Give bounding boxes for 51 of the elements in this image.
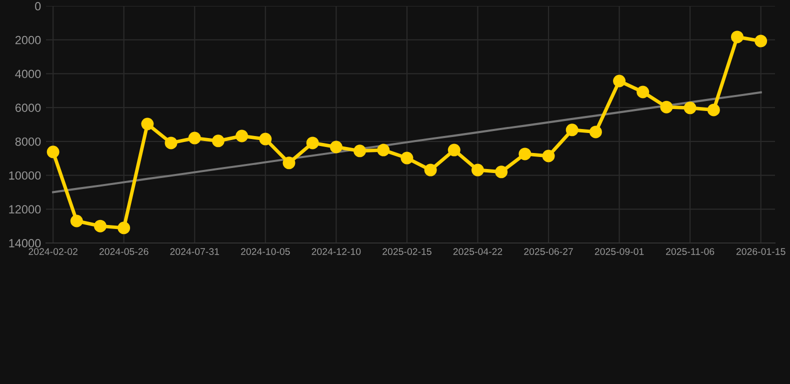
point xyxy=(684,102,696,114)
point xyxy=(236,130,248,142)
point xyxy=(542,150,555,162)
point xyxy=(188,132,201,144)
x-tick-label: 2024-05-26 xyxy=(99,248,148,255)
point xyxy=(707,104,720,116)
y-tick-label: 2000 xyxy=(15,36,41,44)
point xyxy=(589,126,602,138)
x-tick-label: 2025-11-06 xyxy=(666,248,714,255)
point xyxy=(566,124,578,136)
x-tick-label: 2024-07-31 xyxy=(170,248,220,255)
point xyxy=(424,164,437,176)
point xyxy=(141,118,154,130)
point xyxy=(731,30,744,44)
line-series xyxy=(52,91,762,194)
point xyxy=(212,134,224,148)
x-tick-label: 2024-12-10 xyxy=(312,248,361,255)
point xyxy=(46,146,60,158)
point xyxy=(164,136,178,150)
point xyxy=(400,152,414,164)
y-tick-label: 0 xyxy=(35,2,41,10)
x-tick-label: 2025-06-27 xyxy=(524,248,573,255)
y-tick-label: 14000 xyxy=(9,239,41,248)
point xyxy=(70,214,83,228)
point xyxy=(518,148,532,160)
point xyxy=(118,222,130,234)
point xyxy=(471,164,484,176)
point xyxy=(306,136,319,150)
x-tick-label: 2025-09-01 xyxy=(594,248,644,255)
x-tick-label: 2024-10-05 xyxy=(241,248,290,255)
y-tick-label: 10000 xyxy=(9,171,41,180)
point xyxy=(448,144,460,156)
point xyxy=(354,144,366,158)
y-tick-label: 12000 xyxy=(9,205,41,214)
point xyxy=(636,86,650,98)
point xyxy=(495,166,508,178)
point xyxy=(282,156,296,170)
x-tick-label: 2024-02-02 xyxy=(28,248,78,255)
x-tick-label: 2026-01-15 xyxy=(736,248,786,255)
point xyxy=(259,132,272,146)
point xyxy=(660,100,673,114)
y-tick-label: 6000 xyxy=(15,104,41,112)
x-tick-label: 2025-04-22 xyxy=(453,248,502,255)
point xyxy=(330,140,342,154)
point xyxy=(377,144,390,156)
y-tick-label: 8000 xyxy=(15,137,41,146)
y-tick-label: 4000 xyxy=(15,70,41,78)
point xyxy=(754,34,768,48)
point xyxy=(94,220,107,232)
x-tick-label: 2025-02-15 xyxy=(382,248,432,255)
point xyxy=(613,74,626,88)
